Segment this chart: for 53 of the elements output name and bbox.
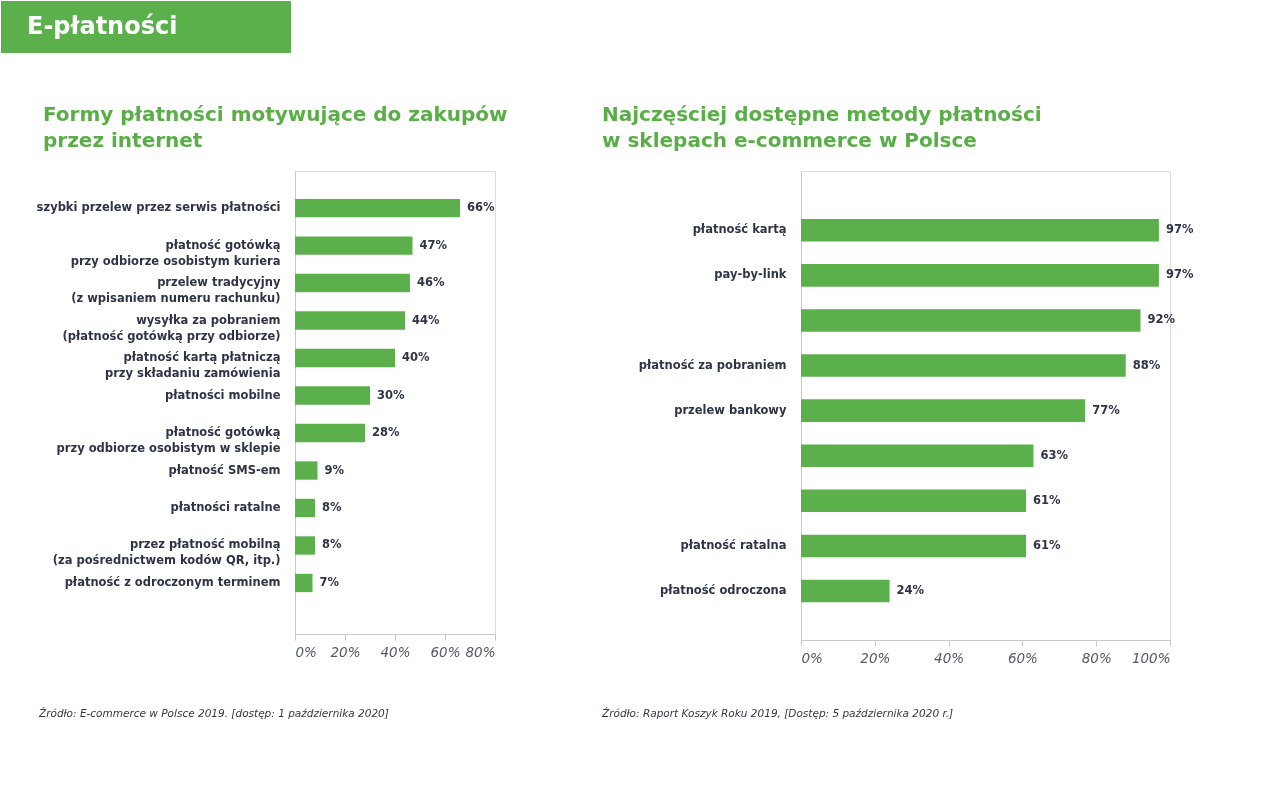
y-tick-label: płatność ratalna <box>680 537 787 552</box>
y-tick-label: płatność gotówką przy odbiorze osobistym kuriera <box>70 237 281 268</box>
data-label: 88% <box>1132 357 1161 372</box>
x-tick-label: 0% <box>295 643 317 660</box>
data-label: 9% <box>324 462 345 477</box>
data-label: 63% <box>1040 447 1069 462</box>
data-label: 8% <box>322 537 342 552</box>
data-label: 97% <box>1165 222 1194 237</box>
data-label: 66% <box>467 200 495 215</box>
y-tick-label: płatność z odroczonym terminem <box>64 574 281 589</box>
data-label: 77% <box>1092 402 1121 417</box>
data-label: 24% <box>896 583 925 598</box>
data-label: 61% <box>1033 492 1062 507</box>
y-tick-label: płatność za pobraniem <box>638 357 787 372</box>
x-tick-label: 40% <box>934 649 965 666</box>
y-tick-label: pay-by-link <box>714 267 787 282</box>
y-tick-label: wysyłka za pobraniem (płatność gotówką przy odbiorze) <box>62 312 281 343</box>
x-tick-label: 60% <box>1007 649 1038 666</box>
x-tick-label: 60% <box>430 643 461 660</box>
x-tick-label: 80% <box>465 643 496 660</box>
x-tick-label: 0% <box>801 649 823 666</box>
chart-title: Najczęściej dostępne metody płatności w sklepach e-commerce w Polsce <box>602 102 1042 152</box>
chart-title: Formy płatności motywujące do zakupów przez internet <box>43 102 508 152</box>
x-tick-label: 100% <box>1131 649 1171 666</box>
y-tick-label: płatność SMS-em <box>168 462 281 477</box>
y-tick-label: płatności mobilne <box>165 387 281 402</box>
data-label: 8% <box>322 500 342 514</box>
data-label: 61% <box>1033 537 1062 552</box>
y-tick-label: płatność gotówką przy odbiorze osobistym w sklepie <box>56 425 281 456</box>
y-tick-label: przelew bankowy <box>674 402 787 417</box>
y-tick-label: przelew tradycyjny (z wpisaniem numeru rachunku) <box>71 275 281 306</box>
data-label: 92% <box>1147 312 1176 327</box>
y-tick-label: płatność kartą <box>692 222 787 237</box>
x-tick-label: 20% <box>330 643 361 660</box>
y-tick-label: płatność kartą płatniczą przy składaniu zamówienia <box>104 350 281 381</box>
x-tick-label: 20% <box>860 649 891 666</box>
text: E-płatności <box>27 12 178 40</box>
y-tick-label: szybki przelew przez serwis płatności <box>36 200 281 215</box>
y-tick-label: płatności ratalne <box>170 500 281 514</box>
data-label: 7% <box>319 574 340 589</box>
data-label: 47% <box>419 237 448 252</box>
x-tick-label: 40% <box>380 643 411 660</box>
y-tick-label: przez płatność mobilną (za pośrednictwem kodów QR, itp.) <box>52 537 281 568</box>
data-label: 30% <box>377 387 405 402</box>
data-label: 40% <box>402 350 430 365</box>
text: Źródło: E-commerce w Polsce 2019. [dostęp: 1 października 2020] <box>38 707 389 719</box>
data-label: 44% <box>412 312 440 327</box>
y-tick-label: płatność odroczona <box>659 583 787 598</box>
text: Źródło: Raport Koszyk Roku 2019, [Dostęp: 5 października 2020 r.] <box>601 707 954 719</box>
data-label: 97% <box>1165 267 1194 282</box>
data-label: 46% <box>417 275 445 290</box>
x-tick-label: 80% <box>1081 649 1112 666</box>
data-label: 28% <box>372 425 400 440</box>
